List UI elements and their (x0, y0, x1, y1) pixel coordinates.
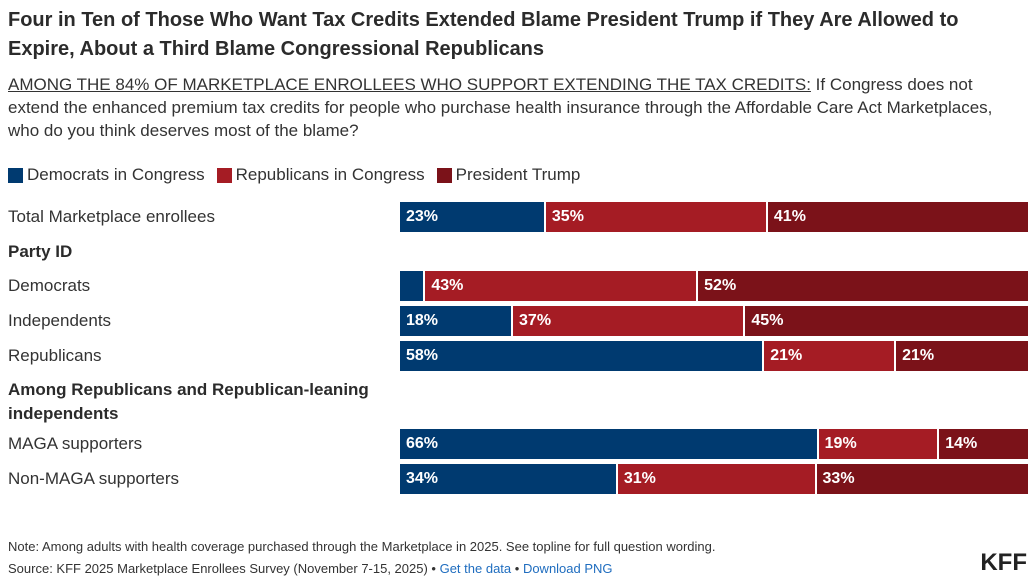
data-label: 66% (406, 435, 439, 452)
data-label: 41% (773, 208, 806, 225)
data-label: 37% (519, 312, 552, 329)
data-label: 21% (902, 347, 935, 364)
bar-segment-republicans: 37% (513, 306, 744, 336)
bar-segment-democrats: 18% (400, 306, 512, 336)
bar-segment-democrats (400, 271, 424, 301)
legend-label-republicans: Republicans in Congress (235, 165, 425, 184)
subtitle-question: If Congress does not extend the enhanced… (8, 75, 993, 140)
download-png-link[interactable]: Download PNG (522, 561, 613, 576)
chart-title: Four in Ten of Those Who Want Tax Credit… (8, 9, 959, 60)
bar-segment-trump: 45% (745, 306, 1028, 336)
group-label: Party ID (8, 242, 73, 261)
row-label: MAGA supporters (8, 434, 143, 453)
data-label: 19% (824, 435, 857, 452)
data-label: 52% (704, 277, 737, 294)
bar-segment-republicans: 43% (425, 271, 697, 301)
legend-item-trump: President Trump (436, 165, 581, 185)
bar-segment-trump: 21% (896, 341, 1028, 371)
legend: Democrats in Congress Republicans in Con… (8, 163, 592, 187)
bar-segment-trump: 41% (767, 202, 1028, 232)
data-label: 43% (431, 277, 464, 294)
bar-segment-republicans: 31% (617, 464, 815, 494)
bar-segment-democrats: 34% (400, 464, 616, 494)
data-label: 18% (406, 312, 439, 329)
kff-logo: KFF (980, 549, 1027, 576)
data-label: 21% (770, 347, 803, 364)
bar-segment-republicans: 21% (764, 341, 895, 371)
subtitle-lead: AMONG THE 84% OF MARKETPLACE ENROLLEES W… (8, 75, 811, 94)
source-separator: • (511, 561, 523, 576)
legend-label-democrats: Democrats in Congress (27, 165, 205, 184)
legend-swatch-democrats (8, 167, 23, 183)
group-label: Among Republicans and Republican-leaning… (8, 380, 369, 423)
row-label: Non-MAGA supporters (8, 469, 180, 488)
bar-segment-trump: 33% (816, 464, 1028, 494)
chart-subtitle: AMONG THE 84% OF MARKETPLACE ENROLLEES W… (8, 73, 1023, 142)
bar-segment-republicans: 35% (545, 202, 766, 232)
data-label: 45% (751, 312, 784, 329)
stacked-bar-chart: Total Marketplace enrollees 23% 35% 41% Part… (0, 190, 1036, 500)
bar-segment-trump: 52% (698, 271, 1028, 301)
bar-segment-democrats: 23% (400, 202, 544, 232)
data-label: 58% (406, 347, 439, 364)
bar-segment-democrats: 58% (400, 341, 763, 371)
source-line: Source: KFF 2025 Marketplace Enrollees S… (8, 558, 958, 580)
row-label: Democrats (8, 276, 91, 295)
data-label: 35% (551, 208, 584, 225)
note-text: Note: Among adults with health coverage … (8, 539, 716, 554)
bar-segment-trump: 14% (939, 429, 1028, 459)
data-label: 34% (406, 470, 439, 487)
legend-label-trump: President Trump (455, 165, 581, 184)
legend-item-republicans: Republicans in Congress (216, 165, 425, 185)
row-label: Independents (8, 311, 112, 330)
bar-segment-republicans: 19% (818, 429, 938, 459)
source-separator: • (427, 561, 440, 576)
data-label: 33% (822, 470, 855, 487)
bar-segment-democrats: 66% (400, 429, 817, 459)
data-label: 14% (945, 435, 978, 452)
data-label: 31% (623, 470, 656, 487)
row-label: Total Marketplace enrollees (8, 207, 215, 226)
chart-notes: Note: Among adults with health coverage … (8, 536, 958, 580)
get-data-link[interactable]: Get the data (439, 561, 512, 576)
row-label: Republicans (8, 346, 102, 365)
legend-swatch-trump (436, 167, 452, 183)
legend-item-democrats: Democrats in Congress (8, 165, 205, 185)
data-label: 23% (406, 208, 439, 225)
legend-swatch-republicans (216, 167, 232, 183)
source-text: Source: KFF 2025 Marketplace Enrollees S… (8, 561, 428, 576)
